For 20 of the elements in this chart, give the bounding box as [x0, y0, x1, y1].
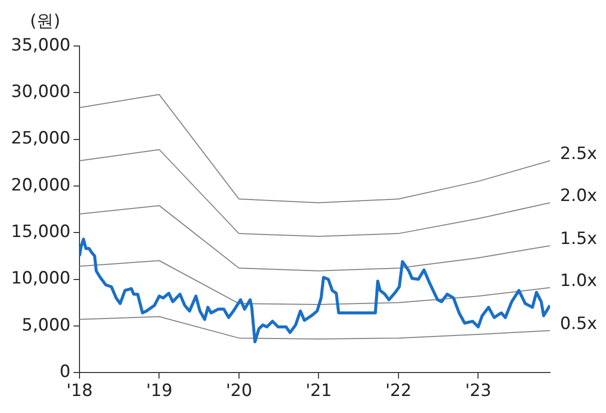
y-tick-label: 10,000	[11, 268, 70, 289]
y-tick-label: 30,000	[11, 82, 70, 102]
series-label: 1.5x	[560, 229, 598, 250]
x-tick-label: '22	[385, 381, 412, 402]
x-tick-label: '19	[146, 381, 172, 402]
y-axis-title: (원)	[30, 11, 60, 32]
y-tick-label: 5,000	[22, 315, 70, 336]
y-tick-label: 35,000	[11, 35, 70, 56]
y-tick-label: 0	[60, 362, 70, 382]
y-tick-label: 20,000	[11, 175, 70, 196]
x-tick-label: '18	[66, 381, 93, 402]
y-tick-label: 15,000	[11, 222, 70, 242]
x-tick-label: '23	[465, 381, 492, 402]
y-tick-label: 25,000	[11, 128, 70, 149]
x-tick-label: '20	[226, 381, 252, 402]
x-tick-label: '21	[306, 381, 332, 402]
series-label: 0.5x	[560, 314, 598, 334]
series-label: 2.5x	[560, 144, 598, 164]
series-label: 1.0x	[560, 271, 598, 292]
series-label: 2.0x	[560, 186, 598, 206]
